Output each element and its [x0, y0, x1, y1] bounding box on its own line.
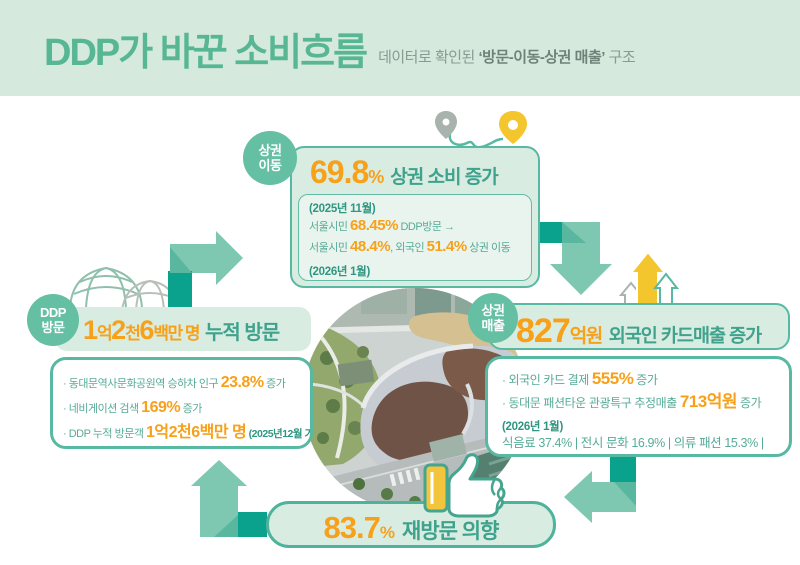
page-title: DDP가 바꾼 소비흐름: [44, 31, 368, 74]
sales-unit: 억원: [569, 326, 603, 347]
flow-arrow-up-left: [191, 460, 267, 537]
move-line-3: 서울시민 80%이상 DDP방문 → 이중 69.8% 상권 소비: [309, 279, 531, 280]
move-value: 69.8: [310, 154, 369, 190]
sales-line-2: · 동대문 패션타운 관광특구 추정매출 713억원 증가: [502, 392, 762, 411]
move-line-2: 서울시민 48.4%, 외국인 51.4% 상권 이동: [309, 238, 511, 255]
header-band: DDP가 바꾼 소비흐름 데이터로 확인된 ‘방문-이동-상권 매출’ 구조: [0, 0, 800, 96]
visit-line-2: · 네비게이션 검색 169% 증가: [63, 399, 202, 416]
visit-line-3: · DDP 누적 방문객 1억2천6백만 명 (2025년12월 기준): [63, 424, 313, 441]
move-date-1: (2025년 11월): [309, 203, 376, 215]
page-subtitle: 데이터로 확인된 ‘방문-이동-상권 매출’ 구조: [378, 30, 636, 67]
revisit-unit: %: [379, 523, 395, 542]
subtitle-emphasis: ‘방문-이동-상권 매출’: [478, 48, 606, 66]
card-move: 69.8% 상권 소비 증가 (2025년 11월) 서울시민 68.45% DD…: [290, 146, 540, 288]
badge-sales: 상권 매출: [468, 293, 518, 343]
card-sales-details: · 외국인 카드 결제 555% 증가 · 동대문 패션타운 관광특구 추정매출…: [485, 356, 792, 457]
card-revisit: 83.7% 재방문 의향: [266, 501, 556, 548]
flow-arrow-down-right: [538, 222, 612, 295]
sales-categories-2: 편의 생활 소비 11.8% 등: [502, 452, 789, 454]
sales-label: 외국인 카드매출 증가: [608, 325, 762, 346]
thumbs-up-icon: [423, 453, 506, 518]
subtitle-prefix: 데이터로 확인된: [378, 48, 479, 66]
visit-line-1: · 동대문역사문화공원역 승하차 인구 23.8% 증가: [63, 374, 286, 391]
visit-label: 누적 방문: [205, 322, 280, 344]
subtitle-suffix: 구조: [604, 48, 636, 66]
badge-move: 상권 이동: [243, 131, 297, 185]
sales-date: (2026년 1월): [502, 421, 563, 433]
flow-arrow-down-left: [564, 452, 636, 523]
card-move-details: (2025년 11월) 서울시민 68.45% DDP방문 → 서울시민 48.…: [298, 194, 532, 281]
move-unit: %: [368, 167, 384, 187]
card-sales-headline: 827 억원 외국인 카드매출 증가: [488, 303, 790, 350]
sales-categories-1: 식음료 37.4% | 전시 문화 16.9% | 의류 패션 15.3% |: [502, 436, 764, 450]
move-date-2: (2026년 1월): [309, 266, 370, 278]
badge-visit: DDP 방문: [27, 294, 79, 346]
growth-up-arrows-icon: [618, 250, 680, 311]
sales-value: 827: [516, 312, 571, 350]
sales-line-1: · 외국인 카드 결제 555% 증가: [502, 369, 658, 388]
revisit-value: 83.7: [323, 510, 381, 545]
move-line-1: 서울시민 68.45% DDP방문 →: [309, 217, 455, 234]
card-visit-details: · 동대문역사문화공원역 승하차 인구 23.8% 증가 · 네비게이션 검색 …: [50, 357, 313, 449]
route-map-pins-icon: [435, 111, 527, 149]
revisit-label: 재방문 의향: [402, 520, 499, 543]
card-move-headline: 69.8% 상권 소비 증가: [292, 148, 538, 198]
card-visit-headline: 1 억 2 천 6 백만 명 누적 방문: [55, 307, 311, 351]
move-label: 상권 소비 증가: [390, 167, 498, 188]
ddp-wireframe-sketch-icon: [69, 266, 179, 310]
